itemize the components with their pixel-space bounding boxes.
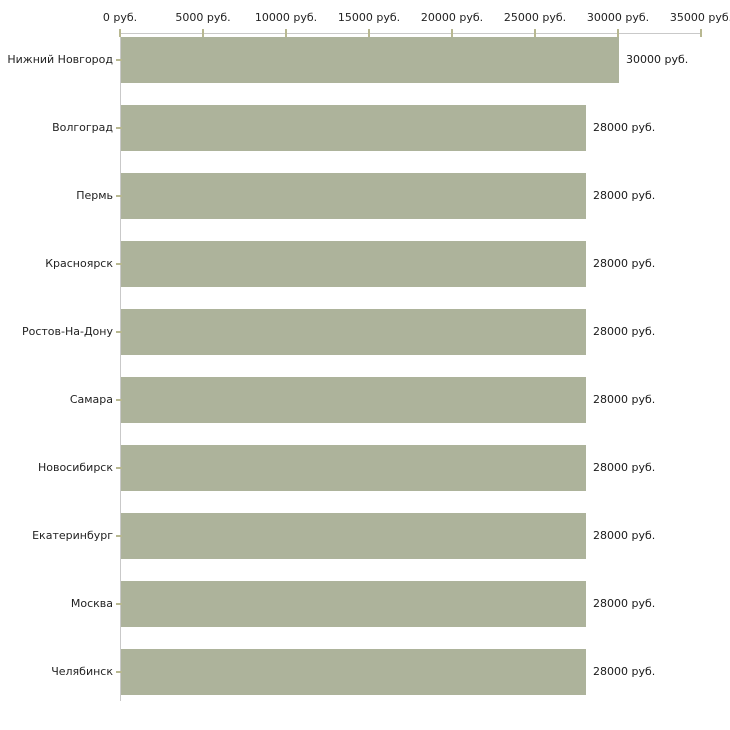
x-axis-tick-mark	[451, 29, 453, 37]
x-axis-tick-label: 15000 руб.	[337, 11, 401, 24]
category-label: Челябинск	[51, 665, 113, 678]
category-tick-mark	[116, 603, 122, 605]
value-label: 28000 руб.	[593, 257, 656, 270]
bar-2	[121, 105, 586, 151]
value-label: 28000 руб.	[593, 461, 656, 474]
x-axis-tick-label: 5000 руб.	[175, 11, 231, 24]
x-axis-tick-label: 0 руб.	[102, 11, 138, 24]
value-label: 28000 руб.	[593, 121, 656, 134]
category-label: Ростов-На-Дону	[21, 325, 113, 338]
category-tick-mark	[116, 535, 122, 537]
bar-7	[121, 445, 586, 491]
bar-10	[121, 649, 586, 695]
category-tick-mark	[116, 263, 122, 265]
category-label: Нижний Новгород	[7, 53, 113, 66]
value-label: 28000 руб.	[593, 597, 656, 610]
bar-6	[121, 377, 586, 423]
x-axis-tick-mark	[285, 29, 287, 37]
value-label: 28000 руб.	[593, 393, 656, 406]
bar-1	[121, 37, 619, 83]
bar-8	[121, 513, 586, 559]
category-label: Волгоград	[52, 121, 113, 134]
x-axis-tick-mark	[700, 29, 702, 37]
bar-3	[121, 173, 586, 219]
x-axis-tick-label: 10000 руб.	[254, 11, 318, 24]
category-label: Москва	[70, 597, 113, 610]
category-tick-mark	[116, 331, 122, 333]
x-axis-tick-mark	[617, 29, 619, 37]
category-tick-mark	[116, 59, 122, 61]
category-tick-mark	[116, 467, 122, 469]
x-axis-tick-label: 35000 руб.	[669, 11, 730, 24]
x-axis-tick-label: 30000 руб.	[586, 11, 650, 24]
category-label: Красноярск	[45, 257, 113, 270]
value-label: 28000 руб.	[593, 189, 656, 202]
category-label: Екатеринбург	[32, 529, 113, 542]
bar-9	[121, 581, 586, 627]
bar-5	[121, 309, 586, 355]
x-axis-line	[120, 33, 702, 34]
y-axis-line	[120, 33, 121, 701]
value-label: 30000 руб.	[626, 53, 689, 66]
category-label: Самара	[69, 393, 113, 406]
value-label: 28000 руб.	[593, 529, 656, 542]
category-label: Новосибирск	[37, 461, 113, 474]
x-axis-tick-label: 25000 руб.	[503, 11, 567, 24]
x-axis-tick-mark	[368, 29, 370, 37]
value-label: 28000 руб.	[593, 665, 656, 678]
x-axis-tick-mark	[202, 29, 204, 37]
category-tick-mark	[116, 195, 122, 197]
category-label: Пермь	[76, 189, 113, 202]
x-axis-tick-mark	[534, 29, 536, 37]
category-tick-mark	[116, 399, 122, 401]
category-tick-mark	[116, 127, 122, 129]
value-label: 28000 руб.	[593, 325, 656, 338]
x-axis-tick-mark	[119, 29, 121, 37]
bar-4	[121, 241, 586, 287]
x-axis-tick-label: 20000 руб.	[420, 11, 484, 24]
category-tick-mark	[116, 671, 122, 673]
